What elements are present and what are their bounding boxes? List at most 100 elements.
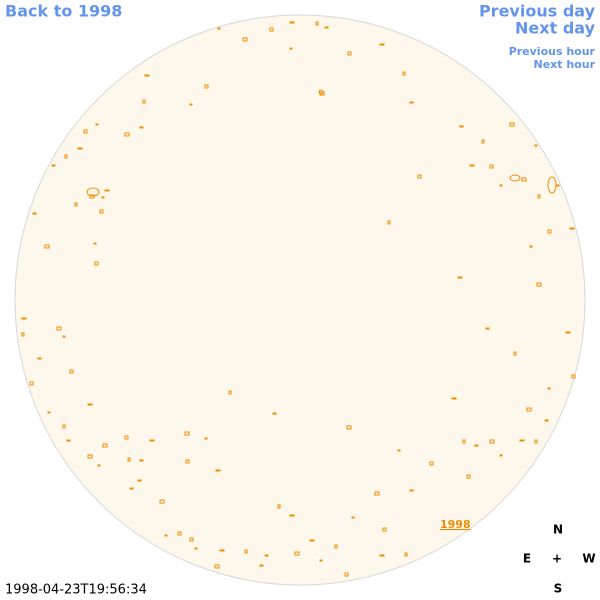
solar-feature: [519, 439, 525, 442]
solar-features: [21, 21, 576, 577]
solar-feature: [379, 554, 385, 557]
solar-feature: [194, 547, 198, 550]
solar-feature: [264, 554, 269, 557]
solar-feature: [499, 454, 503, 457]
solar-feature: [77, 147, 83, 150]
solar-feature: [102, 443, 108, 448]
solar-feature: [417, 174, 422, 179]
solar-feature: [402, 71, 406, 76]
solar-feature: [319, 559, 323, 562]
solar-feature: [534, 144, 538, 147]
solar-feature: [37, 357, 42, 360]
solar-feature: [139, 126, 144, 129]
compass-west: W: [582, 552, 595, 566]
solar-feature: [124, 435, 129, 440]
solar-feature: [142, 99, 146, 104]
solar-feature: [409, 101, 414, 104]
solar-feature: [451, 397, 457, 400]
solar-feature: [219, 549, 225, 552]
solar-feature: [149, 439, 155, 442]
solar-feature: [346, 425, 352, 430]
solar-feature: [457, 276, 463, 279]
solar-feature: [429, 461, 434, 466]
solar-feature: [62, 424, 66, 429]
solar-feature: [526, 407, 532, 412]
solar-feature: [565, 331, 571, 334]
solar-feature: [47, 411, 51, 414]
solar-feature: [184, 431, 190, 436]
solar-feature: [324, 26, 329, 29]
solar-feature: [379, 43, 385, 46]
solar-feature: [87, 403, 93, 406]
next-hour-link[interactable]: Next hour: [534, 58, 596, 71]
solar-feature: [139, 459, 144, 462]
solar-feature: [56, 326, 62, 331]
solar-feature: [569, 227, 575, 230]
solar-feature: [104, 189, 110, 192]
solar-feature: [29, 381, 34, 386]
solar-feature: [94, 261, 99, 266]
solar-feature: [204, 437, 208, 440]
solar-feature: [185, 459, 190, 464]
solar-feature: [74, 202, 78, 207]
solar-feature: [204, 84, 209, 89]
solar-feature: [374, 491, 380, 496]
solar-feature: [571, 374, 576, 379]
solar-feature: [269, 27, 274, 32]
solar-feature: [228, 390, 232, 395]
solar-region: [509, 174, 521, 182]
solar-feature: [513, 351, 517, 356]
solar-feature: [64, 154, 68, 159]
back-link[interactable]: Back to 1998: [5, 2, 122, 21]
solar-feature: [242, 37, 248, 42]
solar-feature: [521, 177, 527, 182]
solar-feature: [83, 129, 88, 134]
solar-feature: [489, 164, 494, 169]
year-link[interactable]: 1998: [440, 518, 471, 531]
solar-feature: [69, 369, 74, 374]
solar-feature: [159, 499, 165, 504]
solar-feature: [466, 474, 471, 479]
solar-feature: [462, 439, 466, 444]
solar-feature: [62, 335, 66, 338]
solar-feature: [244, 549, 248, 554]
compass-east: E: [523, 552, 531, 566]
solar-feature: [214, 564, 220, 569]
solar-feature: [259, 564, 264, 567]
solar-feature: [547, 229, 552, 234]
solar-disk: [14, 14, 586, 586]
solar-feature: [93, 242, 97, 245]
solar-feature: [334, 544, 338, 549]
solar-feature: [474, 444, 479, 447]
solar-feature: [99, 209, 104, 214]
solar-feature: [529, 245, 533, 248]
solar-feature: [189, 103, 193, 106]
previous-day-link[interactable]: Previous day: [479, 2, 596, 21]
next-day-link[interactable]: Next day: [515, 19, 596, 38]
solar-feature: [177, 531, 182, 536]
solar-feature: [289, 47, 293, 50]
solar-feature: [89, 194, 95, 199]
solar-feature: [536, 282, 542, 287]
solar-feature: [547, 387, 551, 390]
compass-south: S: [554, 582, 563, 596]
solar-feature: [215, 469, 221, 472]
compass-north: N: [553, 523, 563, 537]
solar-feature: [351, 516, 355, 519]
solar-feature: [344, 572, 349, 577]
solar-feature: [124, 132, 130, 137]
solar-feature: [485, 327, 490, 330]
solar-feature: [489, 439, 495, 444]
solar-feature: [277, 504, 281, 509]
solar-feature: [397, 449, 401, 452]
solar-feature: [97, 464, 101, 467]
solar-feature: [44, 244, 50, 249]
solar-feature: [534, 439, 538, 444]
solar-feature: [272, 412, 277, 415]
solar-feature: [347, 51, 352, 56]
timestamp: 1998-04-23T19:56:34: [5, 583, 147, 598]
previous-hour-link[interactable]: Previous hour: [509, 45, 596, 58]
